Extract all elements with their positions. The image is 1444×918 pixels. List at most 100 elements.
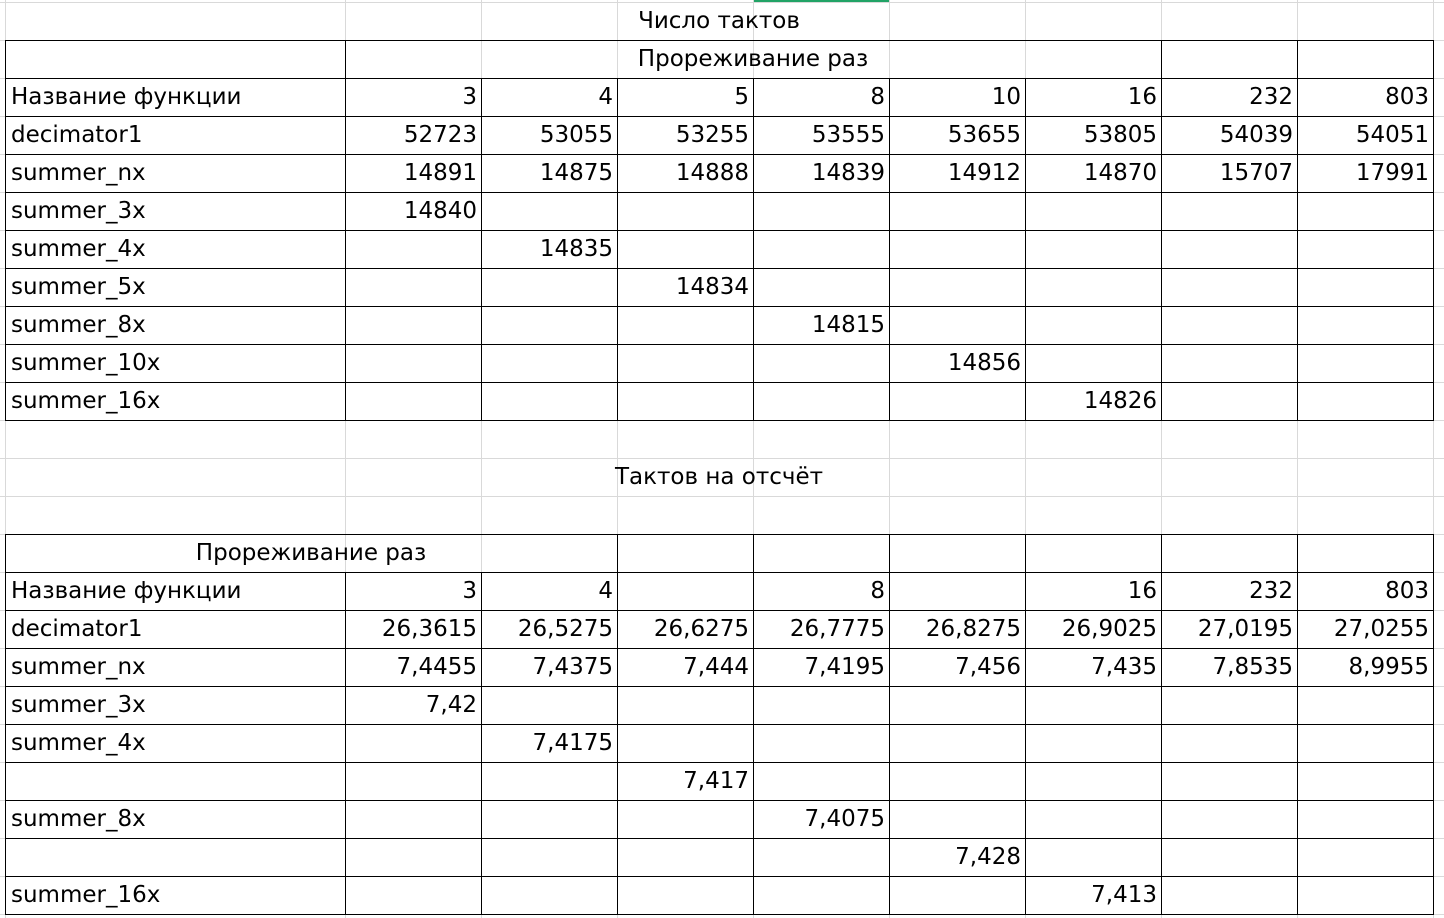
table1-header-col[interactable]: 8: [870, 84, 885, 110]
table2-value-cell[interactable]: 7,435: [1091, 654, 1157, 680]
table2-value-cell[interactable]: [1025, 724, 1161, 762]
table2-value-cell[interactable]: [617, 686, 753, 724]
table2-value-cell[interactable]: [889, 724, 1025, 762]
table1-value-cell[interactable]: [889, 306, 1025, 344]
table2-value-cell[interactable]: 26,7775: [789, 616, 885, 642]
table2-row-label[interactable]: summer_16x: [11, 882, 161, 908]
table2-value-cell[interactable]: 7,4075: [804, 806, 885, 832]
table1-value-cell[interactable]: 53255: [675, 122, 749, 148]
table2-row-label[interactable]: [5, 762, 345, 800]
table2-value-cell[interactable]: [345, 800, 481, 838]
table2-row-label[interactable]: summer_3x: [11, 692, 146, 718]
table2-header-col[interactable]: 8: [870, 578, 885, 604]
table2-title[interactable]: Тактов на отсчёт: [614, 464, 824, 490]
table1-value-cell[interactable]: [1025, 344, 1161, 382]
table1-value-cell[interactable]: [345, 230, 481, 268]
table1-header-col[interactable]: 232: [1249, 84, 1293, 110]
table1-value-cell[interactable]: [481, 344, 617, 382]
table2-value-cell[interactable]: 7,4455: [396, 654, 477, 680]
table1-value-cell[interactable]: [1161, 192, 1297, 230]
table2-value-cell[interactable]: [753, 724, 889, 762]
table1-header-col[interactable]: 4: [598, 84, 613, 110]
table2-value-cell[interactable]: [617, 800, 753, 838]
table1-value-cell[interactable]: 54039: [1219, 122, 1293, 148]
table1-value-cell[interactable]: [481, 306, 617, 344]
table2-value-cell[interactable]: 26,8275: [925, 616, 1021, 642]
table1-value-cell[interactable]: [889, 192, 1025, 230]
table2-value-cell[interactable]: 7,42: [425, 692, 477, 718]
table1-value-cell[interactable]: 52723: [403, 122, 477, 148]
table2-value-cell[interactable]: [753, 838, 889, 876]
table1-header-col[interactable]: 10: [991, 84, 1021, 110]
table2-value-cell[interactable]: 7,8535: [1212, 654, 1293, 680]
table2-value-cell[interactable]: [617, 724, 753, 762]
table1-value-cell[interactable]: 14835: [539, 236, 613, 262]
table1-row-label[interactable]: summer_8x: [11, 312, 146, 338]
table1-value-cell[interactable]: [1161, 344, 1297, 382]
table1-value-cell[interactable]: [1161, 382, 1297, 420]
table1-value-cell[interactable]: [481, 268, 617, 306]
table1-row-label[interactable]: summer_5x: [11, 274, 146, 300]
table2-header-col[interactable]: 803: [1385, 578, 1429, 604]
table1-value-cell[interactable]: 53655: [947, 122, 1021, 148]
table2-value-cell[interactable]: [481, 876, 617, 914]
table2-value-cell[interactable]: [481, 800, 617, 838]
table1-value-cell[interactable]: [1025, 268, 1161, 306]
table1-header-col[interactable]: 5: [734, 84, 749, 110]
table2-value-cell[interactable]: [889, 800, 1025, 838]
table2-value-cell[interactable]: [753, 762, 889, 800]
table2-row-label[interactable]: decimator1: [11, 616, 143, 642]
table1-value-cell[interactable]: 14834: [675, 274, 749, 300]
table1-title[interactable]: Число тактов: [638, 8, 800, 34]
table1-group-header[interactable]: Прореживание раз: [637, 46, 869, 72]
table2-value-cell[interactable]: [889, 762, 1025, 800]
table1-value-cell[interactable]: [1161, 268, 1297, 306]
table1-value-cell[interactable]: [1297, 268, 1433, 306]
table2-value-cell[interactable]: 7,413: [1091, 882, 1157, 908]
table2-header-col[interactable]: 16: [1127, 578, 1157, 604]
table1-value-cell[interactable]: [481, 192, 617, 230]
table2-value-cell[interactable]: [1025, 686, 1161, 724]
table1-value-cell[interactable]: [617, 192, 753, 230]
table1-value-cell[interactable]: [753, 382, 889, 420]
table1-value-cell[interactable]: [1297, 306, 1433, 344]
table2-value-cell[interactable]: [345, 762, 481, 800]
table2-value-cell[interactable]: 7,428: [955, 844, 1021, 870]
table1-value-cell[interactable]: [1161, 230, 1297, 268]
table2-header-col[interactable]: [889, 572, 1025, 610]
table2-value-cell[interactable]: [753, 876, 889, 914]
table2-value-cell[interactable]: [481, 838, 617, 876]
table2-value-cell[interactable]: [1161, 800, 1297, 838]
table2-header-col[interactable]: 3: [462, 578, 477, 604]
table1-value-cell[interactable]: 53055: [539, 122, 613, 148]
table1-value-cell[interactable]: 14856: [947, 350, 1021, 376]
table2-value-cell[interactable]: 7,4175: [532, 730, 613, 756]
table1-value-cell[interactable]: [617, 344, 753, 382]
table1-header-col[interactable]: 3: [462, 84, 477, 110]
table1-value-cell[interactable]: [753, 192, 889, 230]
table2-header-col[interactable]: 4: [598, 578, 613, 604]
table1-value-cell[interactable]: [617, 230, 753, 268]
table1-value-cell[interactable]: 54051: [1355, 122, 1429, 148]
table1-value-cell[interactable]: 14891: [403, 160, 477, 186]
table2-value-cell[interactable]: 7,4375: [532, 654, 613, 680]
table2-value-cell[interactable]: 26,5275: [517, 616, 613, 642]
table1-value-cell[interactable]: 53805: [1083, 122, 1157, 148]
table2-value-cell[interactable]: [1297, 800, 1433, 838]
table2-value-cell[interactable]: [889, 876, 1025, 914]
table1-row-label[interactable]: decimator1: [11, 122, 143, 148]
table2-header-name[interactable]: Название функции: [11, 578, 242, 604]
table1-value-cell[interactable]: [345, 306, 481, 344]
table2-value-cell[interactable]: 26,3615: [381, 616, 477, 642]
table2-value-cell[interactable]: 7,456: [955, 654, 1021, 680]
table2-value-cell[interactable]: [481, 686, 617, 724]
table1-value-cell[interactable]: [345, 268, 481, 306]
table1-row-label[interactable]: summer_10x: [11, 350, 161, 376]
table1-row-label[interactable]: summer_nx: [11, 160, 146, 186]
table1-value-cell[interactable]: 14888: [675, 160, 749, 186]
table1-value-cell[interactable]: 14912: [947, 160, 1021, 186]
table1-value-cell[interactable]: [753, 268, 889, 306]
table2-value-cell[interactable]: 27,0195: [1197, 616, 1293, 642]
table2-value-cell[interactable]: 7,4195: [804, 654, 885, 680]
